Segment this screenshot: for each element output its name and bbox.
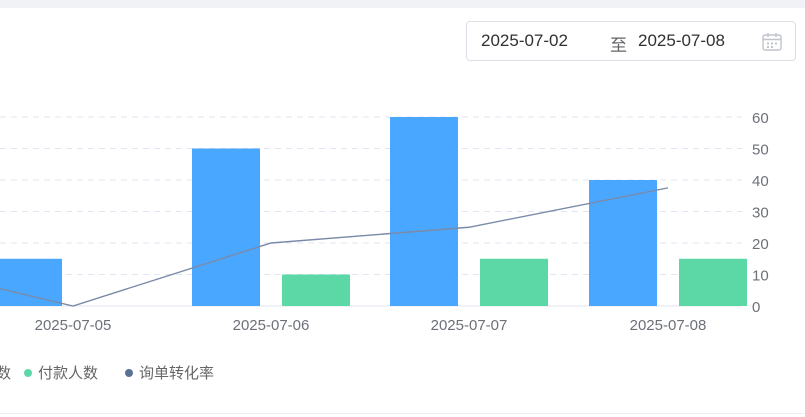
legend-label-conversion: 询单转化率: [139, 365, 215, 382]
x-tick-label: 2025-07-08: [630, 317, 707, 334]
bar: [480, 258, 548, 306]
x-tick-label: 2025-07-07: [431, 317, 508, 334]
y-tick-label: 30: [752, 205, 769, 222]
legend-item-partial[interactable]: 数: [0, 362, 11, 383]
x-tick-label: 2025-07-06: [233, 317, 310, 334]
y-tick-label: 0: [752, 299, 760, 316]
date-range-separator: 至: [610, 36, 627, 55]
legend-item-conversion[interactable]: 询单转化率: [125, 362, 214, 383]
y-tick-label: 10: [752, 268, 769, 285]
start-date-input[interactable]: [481, 31, 591, 51]
y-tick-label: 60: [752, 110, 769, 127]
date-range-picker[interactable]: 至: [466, 21, 796, 61]
x-tick-label: 2025-07-05: [35, 317, 112, 334]
top-strip: [0, 0, 805, 8]
bar: [192, 148, 260, 306]
bottom-divider: [0, 413, 805, 414]
end-date-input[interactable]: [638, 31, 748, 51]
bar: [589, 180, 657, 306]
legend-partial-label: 数: [0, 365, 12, 382]
bar: [0, 258, 62, 306]
line-series: [0, 187, 669, 307]
legend-label-payers: 付款人数: [38, 365, 99, 382]
legend-item-payers[interactable]: 付款人数: [24, 362, 98, 383]
legend-dot-conversion: [125, 368, 133, 377]
y-tick-label: 50: [752, 142, 769, 159]
y-tick-label: 20: [752, 236, 769, 253]
bar: [679, 258, 747, 306]
y-tick-label: 40: [752, 173, 769, 190]
bar: [390, 117, 458, 306]
bar: [282, 274, 350, 306]
calendar-icon[interactable]: [761, 31, 783, 53]
legend-dot-payers: [24, 368, 32, 377]
